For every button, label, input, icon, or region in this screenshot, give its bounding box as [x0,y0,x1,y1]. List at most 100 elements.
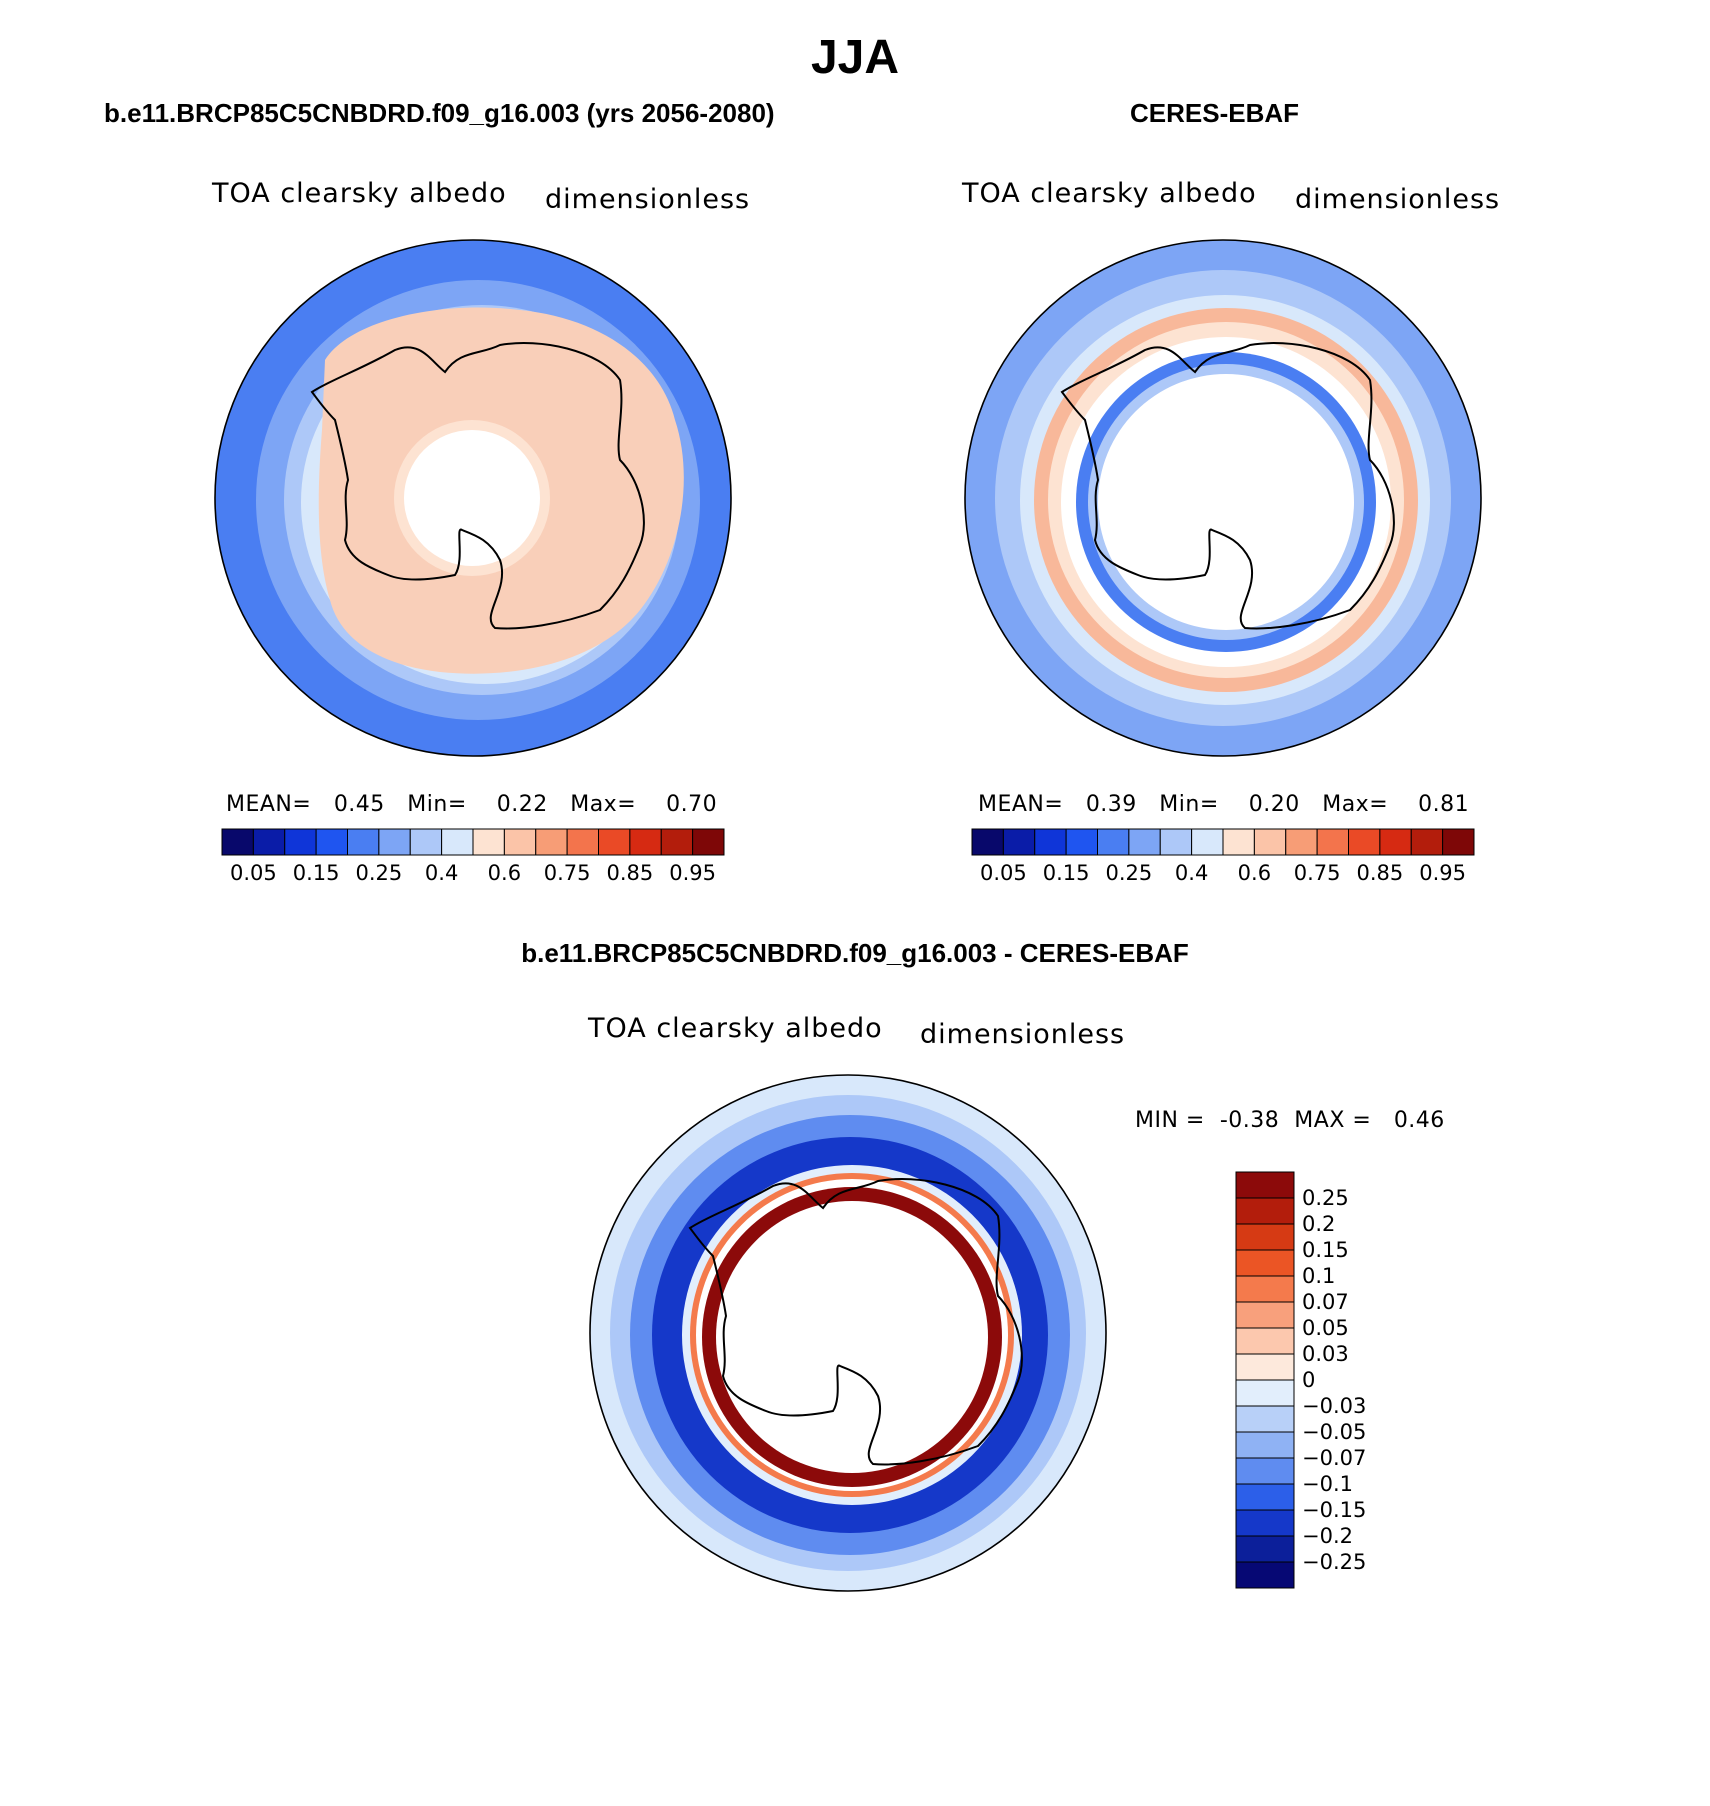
panel1-colorbar-swatch [660,828,694,856]
panel3-colorbar-tick-label: −0.25 [1302,1550,1367,1574]
p1-map-border [214,239,732,757]
panel2-min-label: Min= [1159,792,1219,817]
panel3-colorbar-tick-label: −0.2 [1302,1524,1353,1548]
panel3-colorbar-tick-label: −0.07 [1302,1446,1367,1470]
panel3-map [589,1074,1107,1592]
panel3-colorbar-tick-label: −0.1 [1302,1472,1353,1496]
panel1-colorbar-swatch [441,828,474,856]
panel2-colorbar-tick-label: 0.95 [1419,861,1466,885]
figure-title: JJA [810,31,900,84]
panel3-colorbar-tick-label: 0.1 [1302,1264,1336,1288]
panel1-colorbar-tick-label: 0.95 [669,861,716,885]
panel2-stats: MEAN= 0.39 Min= 0.20 Max= 0.81 [978,792,1469,817]
panel3-colorbar-tick-label: −0.15 [1302,1498,1367,1522]
panel1-colorbar-tick-label: 0.75 [543,861,591,885]
p3-coastline [688,1178,1023,1466]
panel2-min: 0.20 [1248,792,1300,817]
panel1-colorbar-tick-label: 0.4 [424,861,459,885]
panel3-colorbar-swatch [1235,1301,1295,1329]
p1-pole-hole [404,430,540,566]
panel3-max: 0.46 [1393,1108,1445,1133]
panel2-colorbar-tick-label: 0.85 [1356,861,1404,885]
panel3-colorbar-swatch [1235,1249,1295,1277]
panel3-colorbar-tick-label: 0.07 [1302,1290,1349,1314]
panel2-colorbar-swatch [1410,828,1444,856]
panel2-colorbar-swatch [1034,828,1067,856]
panel1-colorbar-swatch [503,828,537,856]
panel2-max-label: Max= [1322,792,1389,817]
panel2-colorbar-swatch [1191,828,1224,856]
panel1-colorbar-tick-label: 0.6 [487,861,522,885]
panel3-colorbar-swatch [1235,1197,1295,1225]
panel2-mean-label: MEAN= [978,792,1064,817]
panel3-colorbar-tick-label: 0.05 [1302,1316,1349,1340]
panel2-colorbar [971,828,1475,856]
panel2-colorbar-swatch [1285,828,1318,856]
panel3-min-label: MIN = [1135,1108,1205,1133]
panel1-colorbar-tick-label: 0.85 [606,861,654,885]
panel1-colorbar-swatch [284,828,317,856]
panel2-colorbar-swatch [1097,828,1130,856]
panel1-units: dimensionless [545,184,751,215]
panel1-min: 0.22 [496,792,548,817]
panel3-colorbar-swatch [1235,1275,1295,1303]
panel3-colorbar-tick-label: −0.05 [1302,1420,1367,1444]
panel1-colorbar [221,828,725,856]
panel2-colorbar-tick-label: 0.25 [1105,861,1153,885]
panel3-max-label: MAX = [1294,1108,1372,1133]
panel1-colorbar-swatch [692,828,725,856]
panel1-min-label: Min= [407,792,467,817]
panel1-colorbar-swatch [221,828,254,856]
panel3-colorbar-tick-label: 0.25 [1302,1186,1349,1210]
panel1-colorbar-swatch [252,828,286,856]
panel2-colorbar-swatch [1222,828,1255,856]
panel2-colorbar-swatch [1379,828,1412,856]
panel2-colorbar-tick-label: 0.4 [1174,861,1209,885]
panel2-title: CERES-EBAF [1130,98,1300,128]
panel3-colorbar-swatch [1235,1171,1295,1199]
panel1-colorbar-swatch [629,828,662,856]
panel1-mean-label: MEAN= [226,792,312,817]
panel1-colorbar-swatch [409,828,443,856]
panel3-units: dimensionless [920,1019,1126,1050]
panel1-colorbar-swatch [566,828,599,856]
panel1-variable: TOA clearsky albedo [212,178,507,209]
panel1-colorbar-swatch [472,828,505,856]
panel2-colorbar-swatch [1316,828,1349,856]
panel2-units: dimensionless [1295,184,1501,215]
panel1-colorbar-swatch [347,828,380,856]
panel1-colorbar-swatch [535,828,568,856]
p2-interior [1098,374,1354,630]
panel2-colorbar-swatch [1002,828,1036,856]
panel3-colorbar-swatch [1235,1353,1295,1381]
panel3-colorbar-tick-label: 0.2 [1302,1212,1336,1236]
panel1-max-label: Max= [570,792,637,817]
panel2-colorbar-swatch [1348,828,1381,856]
panel3-colorbar-swatch [1235,1561,1295,1589]
panel2-colorbar-swatch [971,828,1004,856]
panel2-colorbar-tick-label: 0.05 [979,861,1027,885]
p3-interior [716,1201,988,1473]
panel3-colorbar-swatch [1235,1431,1295,1459]
panel3-colorbar-swatch [1235,1379,1295,1407]
panel2-colorbar-tick-label: 0.75 [1293,861,1341,885]
panel3-min: -0.38 [1219,1108,1280,1133]
panel2-colorbar-swatch [1253,828,1287,856]
panel3-colorbar-tick-label: −0.03 [1302,1394,1367,1418]
panel3-variable: TOA clearsky albedo [588,1013,883,1044]
panel3-colorbar [1235,1171,1295,1589]
panel3-stats: MIN = -0.38 MAX = 0.46 [1135,1108,1445,1133]
panel3-colorbar-tick-label: 0 [1302,1368,1316,1392]
panel2-colorbar-swatch [1159,828,1193,856]
panel1-colorbar-tick-label: 0.15 [292,861,340,885]
panel1-mean: 0.45 [333,792,385,817]
panel3-colorbar-swatch [1235,1223,1295,1251]
panel3-colorbar-swatch [1235,1405,1295,1433]
panel3-colorbar-tick-label: 0.03 [1302,1342,1349,1366]
panel3-colorbar-swatch [1235,1327,1295,1355]
panel3-colorbar-swatch [1235,1483,1295,1511]
panel2-colorbar-swatch [1128,828,1161,856]
panel3-colorbar-swatch [1235,1457,1295,1485]
panel2-colorbar-swatch [1065,828,1098,856]
